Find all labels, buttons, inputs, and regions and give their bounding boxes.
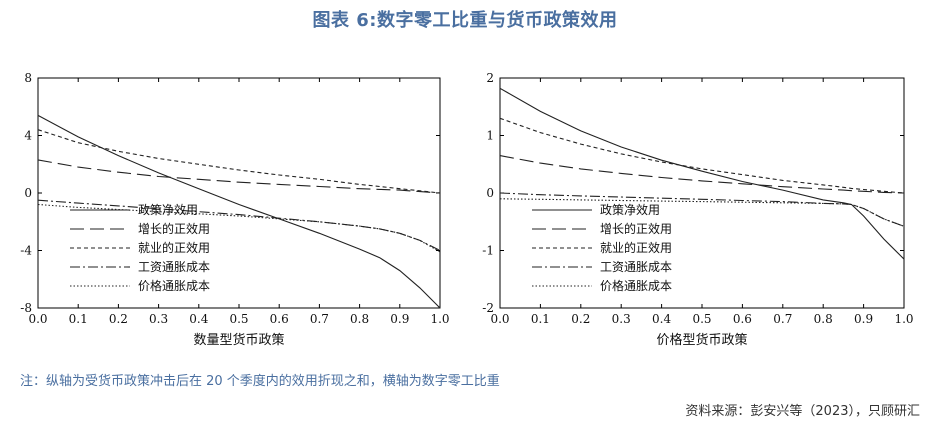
legend-label: 政策净效用 [600, 202, 660, 217]
series-line-longdash [499, 155, 905, 194]
series-line-dashdot [37, 199, 441, 251]
x-tick-label: 0.8 [814, 312, 833, 326]
y-tick-label: 4 [24, 129, 32, 143]
x-tick-label: 0.9 [390, 312, 409, 326]
legend-label: 工资通胀成本 [138, 260, 210, 274]
series-line-dashdot [499, 192, 905, 227]
x-tick-label: 0.4 [189, 312, 208, 326]
series-line-dotted [499, 198, 905, 227]
plot-frame [499, 77, 905, 309]
legend-label: 价格通胀成本 [138, 278, 210, 293]
legend-label: 增长的正效用 [138, 221, 210, 236]
y-tick-label: -8 [20, 301, 32, 315]
x-tick-label: 0.0 [28, 312, 47, 326]
y-tick-label: -2 [482, 301, 494, 315]
series-line-solid [499, 87, 905, 260]
x-tick-label: 0.2 [571, 312, 590, 326]
source-credit: 资料来源：彭安兴等（2023），只顾研汇 [685, 404, 920, 419]
legend-label: 工资通胀成本 [600, 260, 672, 274]
x-tick-label: 0.6 [270, 312, 289, 326]
x-tick-label: 1.0 [430, 312, 449, 326]
plot-frame [37, 77, 441, 309]
x-tick-label: 1.0 [894, 312, 913, 326]
x-tick-label: 0.7 [773, 312, 792, 326]
x-tick-label: 0.3 [149, 312, 168, 326]
x-tick-label: 0.0 [490, 312, 509, 326]
legend-label: 政策净效用 [138, 202, 198, 217]
x-tick-label: 0.1 [531, 312, 550, 326]
x-tick-label: 0.6 [733, 312, 752, 326]
y-tick-label: 1 [486, 129, 494, 143]
y-tick-label: 2 [486, 71, 494, 85]
series-line-dotted [37, 203, 441, 253]
x-tick-label: 0.8 [350, 312, 369, 326]
chart-quantity-policy: 0.0 0.1 0.2 0.3 0.4 0.5 0.6 0.7 0.8 0.9 1.0 8 4 0 -4 -8… [20, 71, 449, 348]
series-line-longdash [37, 159, 441, 194]
x-tick-label: 0.3 [612, 312, 631, 326]
x-axis-label: 价格型货币政策 [656, 332, 747, 348]
y-tick-label: 0 [24, 186, 32, 200]
legend-label: 就业的正效用 [600, 240, 672, 255]
x-tick-label: 0.1 [69, 312, 88, 326]
y-tick-label: -4 [20, 244, 32, 258]
chart-price-policy: 0.0 0.1 0.2 0.3 0.4 0.5 0.6 0.7 0.8 0.9 1.0 2 1 0 -1 -2… [482, 71, 913, 348]
series-line-solid [37, 114, 441, 309]
series-line-shortdash [499, 117, 905, 194]
x-tick-label: 0.5 [692, 312, 711, 326]
x-tick-label: 0.9 [854, 312, 873, 326]
x-axis-label: 数量型货币政策 [193, 332, 284, 348]
y-tick-label: 8 [24, 71, 32, 85]
footnote: 注：纵轴为受货币政策冲击后在 20 个季度内的效用折现之和，横轴为数字零工比重 [20, 374, 500, 389]
x-tick-label: 0.7 [310, 312, 329, 326]
x-tick-label: 0.2 [109, 312, 128, 326]
figure-title: 图表 6:数字零工比重与货币政策效用 [312, 10, 618, 31]
y-tick-label: 0 [486, 186, 494, 200]
series-line-shortdash [37, 129, 441, 194]
legend-label: 就业的正效用 [138, 240, 210, 255]
legend-label: 增长的正效用 [600, 221, 672, 236]
x-tick-label: 0.4 [652, 312, 671, 326]
y-tick-label: -1 [482, 244, 494, 258]
x-tick-label: 0.5 [229, 312, 248, 326]
legend-label: 价格通胀成本 [600, 278, 672, 293]
